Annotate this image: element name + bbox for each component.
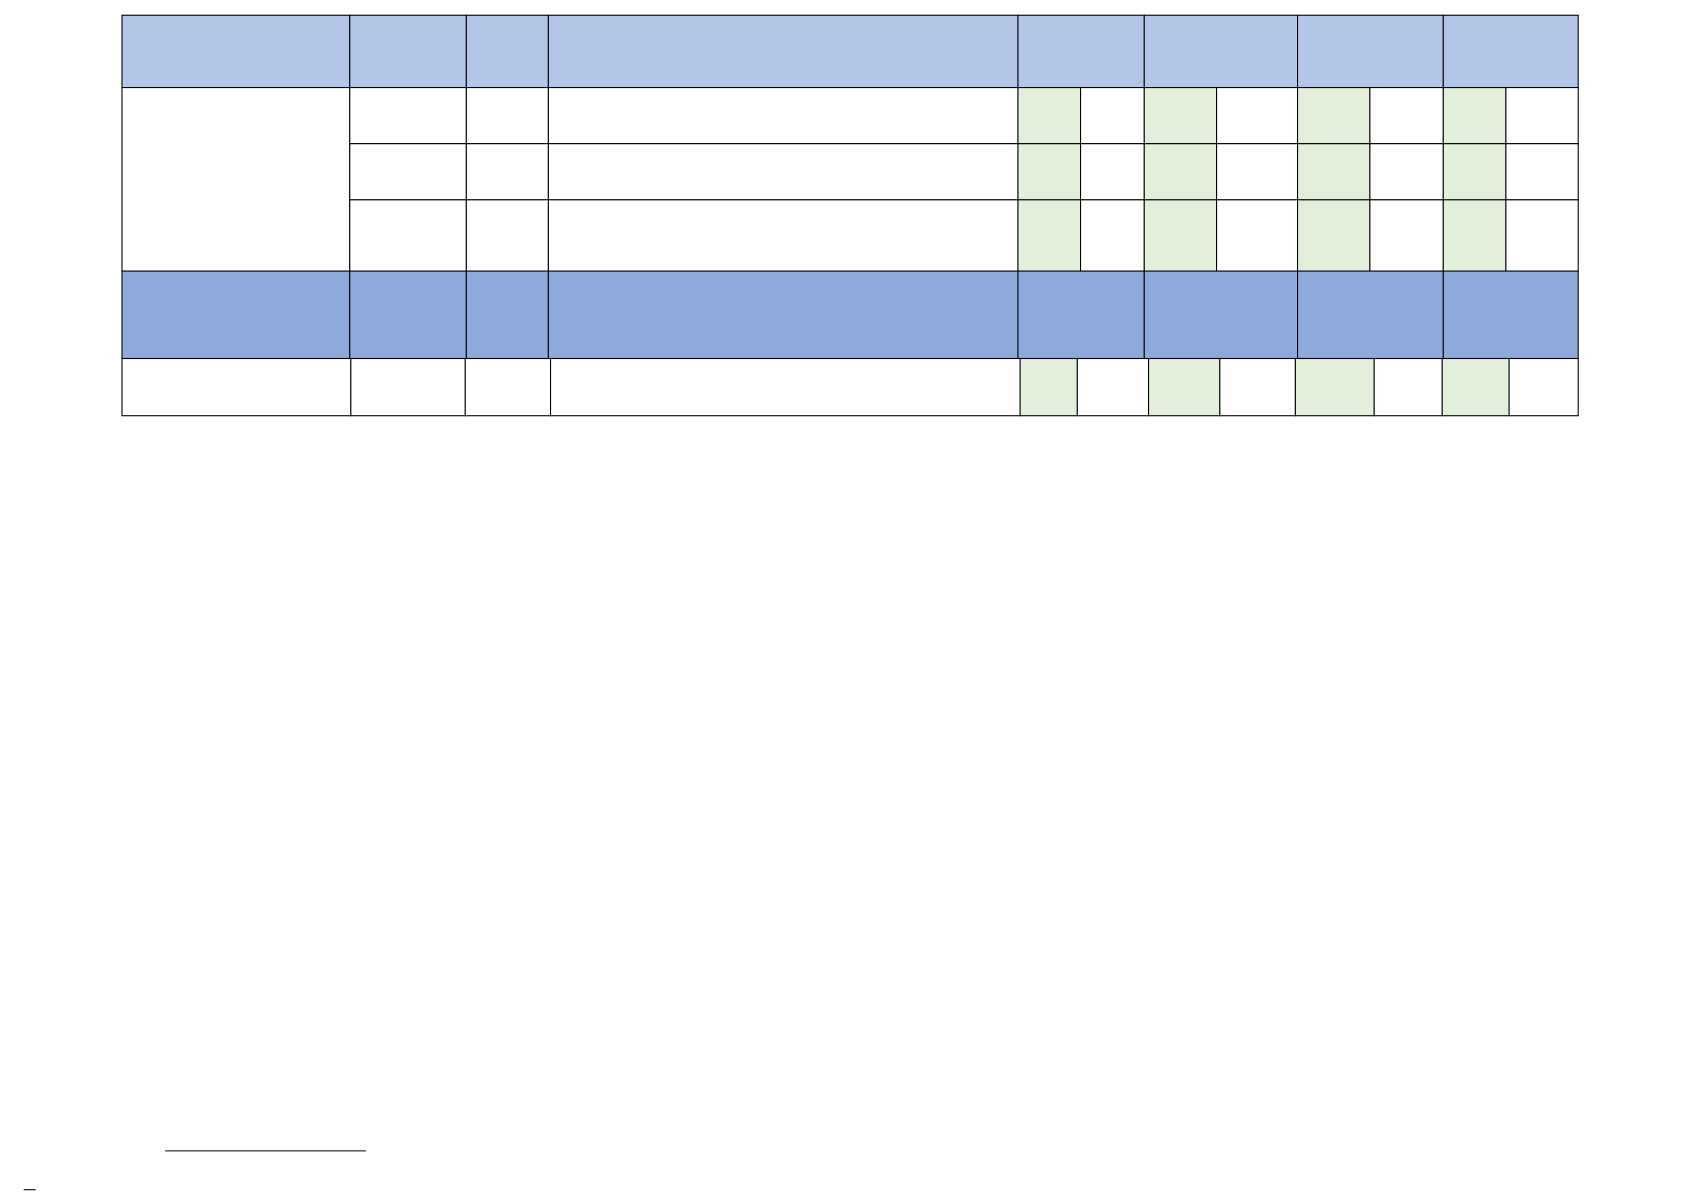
cell: [1080, 87, 1145, 145]
header-cell: [1297, 14, 1444, 89]
cell: [121, 357, 352, 417]
cell: [1216, 199, 1299, 272]
cell: [1442, 143, 1507, 201]
header-cell: [349, 270, 467, 360]
section-header-row: [121, 270, 1579, 360]
cell: [1017, 87, 1082, 145]
cell: [1076, 357, 1150, 417]
cell: [547, 143, 1019, 201]
header-cell: [547, 270, 1019, 360]
header-cell: [465, 270, 549, 360]
header-cell: [1017, 14, 1145, 89]
cell: [549, 357, 1021, 417]
cell: [1369, 87, 1444, 145]
cell: [465, 143, 549, 201]
cell: [349, 143, 467, 201]
cell: [1505, 87, 1579, 145]
cell: [1017, 199, 1082, 272]
cell: [350, 357, 466, 417]
cell: [1216, 87, 1299, 145]
body-row: [349, 143, 1579, 201]
cell: [1505, 199, 1579, 272]
cell: [1373, 357, 1443, 417]
cell: [1019, 357, 1078, 417]
cell: [547, 87, 1019, 145]
header-cell: [1297, 270, 1444, 360]
cell: [1297, 143, 1371, 201]
cell: [1442, 199, 1507, 272]
table: [121, 14, 1579, 417]
cell: [1219, 357, 1296, 417]
cell: [1216, 143, 1299, 201]
cell: [1297, 199, 1371, 272]
cell: [349, 199, 467, 272]
cell: [547, 199, 1019, 272]
cell: [465, 87, 549, 145]
cell: [1143, 87, 1218, 145]
header-cell: [121, 270, 351, 360]
cell: [1442, 87, 1507, 145]
header-cell: [121, 14, 351, 89]
cell: [1080, 143, 1145, 201]
cell: [1297, 87, 1371, 145]
cell: [1294, 357, 1375, 417]
cell: [1369, 199, 1444, 272]
header-cell: [1442, 14, 1579, 89]
cell: [1143, 199, 1218, 272]
cell: [1369, 143, 1444, 201]
cell: [1148, 357, 1221, 417]
body-row: [349, 87, 1579, 145]
cell: [1508, 357, 1579, 417]
cell: [349, 87, 467, 145]
header-cell: [1143, 14, 1299, 89]
cell: [1017, 143, 1082, 201]
cell: [1143, 143, 1218, 201]
cell: [1505, 143, 1579, 201]
header-cell: [547, 14, 1019, 89]
header-cell: [1143, 270, 1299, 360]
cell: [1441, 357, 1510, 417]
cell: [1080, 199, 1145, 272]
cell: [465, 199, 549, 272]
header-cell: [1017, 270, 1145, 360]
header-cell: [1442, 270, 1579, 360]
merged-cell: [121, 87, 351, 272]
header-cell: [349, 14, 467, 89]
cell: [464, 357, 552, 417]
body-row: [349, 199, 1579, 272]
header-cell: [465, 14, 549, 89]
body-row: [121, 357, 1579, 417]
